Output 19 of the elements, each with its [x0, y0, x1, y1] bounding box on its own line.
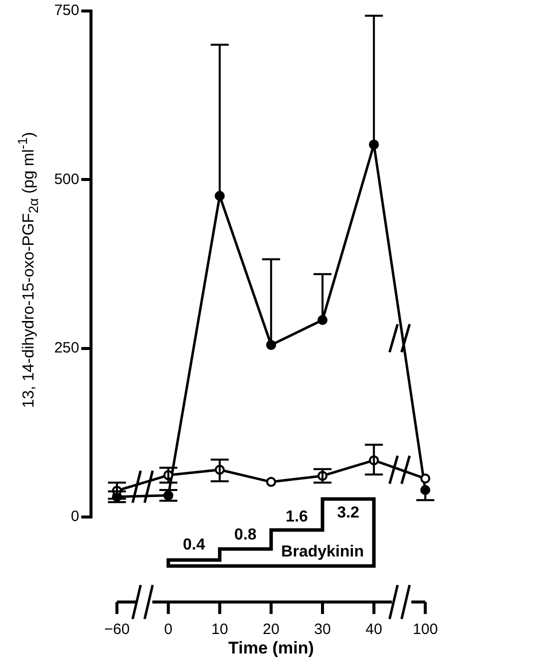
- y-tick-label: 0: [70, 508, 80, 526]
- y-tick-label: 250: [54, 339, 80, 356]
- y-tick-label: 500: [54, 170, 80, 188]
- y-tick-label: 750: [54, 2, 80, 20]
- x-tick-label: 30: [314, 621, 331, 638]
- point: [266, 476, 276, 487]
- x-tick-label: 100: [412, 621, 438, 638]
- point: [420, 474, 430, 484]
- text: Bradykinin: [281, 543, 364, 560]
- x-tick-label: −60: [104, 621, 130, 638]
- x-tick-label: 0: [164, 621, 172, 638]
- annotation: 1.6: [286, 508, 308, 526]
- x-tick-label: 40: [366, 621, 382, 638]
- x-axis-title: Time (min): [228, 638, 314, 658]
- text: 0.8: [234, 526, 257, 544]
- x-tick-label: 20: [262, 621, 280, 638]
- annotation: 3.2: [337, 504, 360, 522]
- text: 0.4: [182, 536, 206, 554]
- x-tick-label: 10: [211, 621, 228, 638]
